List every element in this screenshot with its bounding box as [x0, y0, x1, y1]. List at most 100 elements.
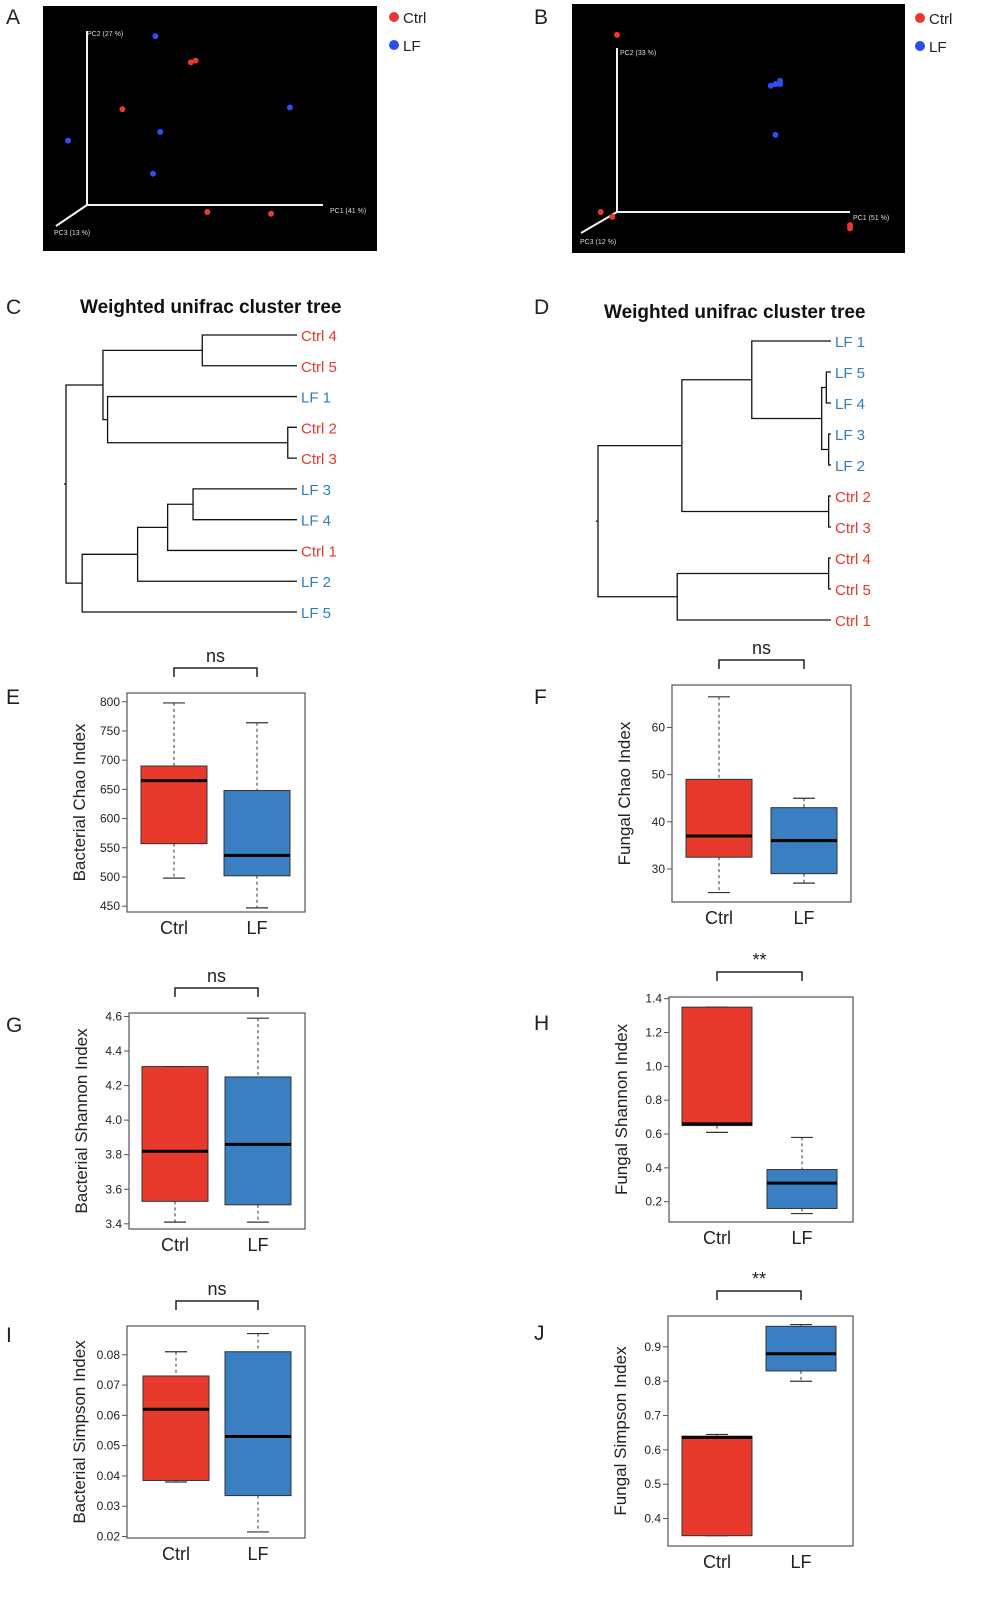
significance-bracket: [716, 971, 803, 981]
box-ctrl: Ctrl: [142, 1351, 210, 1564]
panel-letter-e: E: [6, 686, 20, 709]
significance-bracket: [718, 659, 805, 669]
boxplot-panel-g: ns 3.4 3.6 3.8 4.0 4.2 4.4 4.6 Bacterial Shannon…: [72, 966, 306, 1255]
x-category-label: LF: [247, 1235, 268, 1255]
pcoa-point-ctrl: [614, 31, 620, 38]
y-axis-label: Bacterial Chao Index: [70, 723, 89, 881]
pcoa-point-lf: [772, 131, 779, 138]
y-tick-label: 0.9: [644, 1340, 661, 1354]
y-tick-label: 750: [100, 724, 120, 738]
panel-letter-i: I: [6, 1324, 12, 1347]
significance-bracket: [716, 1290, 802, 1300]
pcoa-point-ctrl: [597, 209, 604, 215]
significance-label: ns: [206, 646, 225, 666]
boxplot-panel-j: ** 0.4 0.5 0.6 0.7 0.8 0.9 Fungal Simpson Index…: [611, 1269, 854, 1572]
plot-frame: [126, 1325, 306, 1539]
boxplot-panel-f: ns 30 40 50 60 Fungal Chao Index Ctrl LF: [615, 638, 852, 928]
y-tick-label: 500: [100, 870, 120, 884]
pcoa-point-lf: [150, 170, 157, 177]
dendrogram-leaf-label: LF 5: [835, 365, 865, 382]
pcoa-point-lf: [772, 81, 779, 88]
dendrogram-leaf-label: Ctrl 1: [301, 543, 337, 560]
y-axis-label: Bacterial Simpson Index: [70, 1340, 89, 1524]
pcoa-point-ctrl: [119, 106, 126, 113]
pcoa-point-lf: [286, 104, 293, 111]
x-category-label: LF: [247, 1544, 268, 1564]
pcoa-background: [43, 6, 377, 251]
legend-ctrl-marker: [389, 12, 399, 22]
legend-ctrl-label: Ctrl: [929, 11, 952, 28]
y-tick-label: 4.0: [105, 1113, 122, 1127]
pc2-label: PC2 (33 %): [620, 50, 656, 57]
significance-bracket: [174, 987, 259, 997]
y-tick-label: 60: [652, 720, 666, 734]
significance-label: ns: [207, 966, 226, 986]
y-tick-label: 30: [652, 862, 666, 876]
dendrogram-leaf-label: Ctrl 4: [835, 551, 871, 568]
significance-bracket: [173, 667, 258, 677]
iqr-box: [681, 1435, 753, 1537]
dendrogram-branch: [751, 340, 831, 420]
legend-ctrl-marker: [915, 13, 925, 23]
iqr-box: [140, 765, 208, 845]
legend-ctrl-label: Ctrl: [403, 10, 426, 27]
plot-frame: [671, 684, 852, 903]
pcoa-point-ctrl: [609, 213, 616, 220]
y-tick-label: 0.4: [645, 1161, 662, 1175]
x-category-label: LF: [790, 1552, 811, 1572]
box-lf: LF: [765, 1323, 837, 1572]
y-axis-label: Bacterial Shannon Index: [72, 1028, 91, 1214]
box-ctrl: Ctrl: [685, 696, 753, 928]
x-category-label: Ctrl: [705, 908, 733, 928]
box-ctrl: Ctrl: [140, 702, 208, 938]
dendrogram-leaf-label: LF 3: [835, 427, 865, 444]
x-category-label: Ctrl: [703, 1552, 731, 1572]
box-lf: LF: [223, 722, 291, 938]
pc1-label: PC1 (51 %): [853, 215, 889, 222]
iqr-box: [681, 1006, 753, 1127]
dendrogram-leaf-label: LF 1: [835, 334, 865, 351]
pcoa-point-ctrl: [187, 59, 194, 66]
y-tick-label: 0.7: [644, 1409, 661, 1423]
dendrogram-leaf-label: Ctrl 3: [835, 520, 871, 537]
y-tick-label: 450: [100, 899, 120, 913]
dendrogram-leaf-label: LF 3: [301, 482, 331, 499]
dendrogram-panel-d: Weighted unifrac cluster tree LF 1 LF 5 LF …: [596, 302, 871, 630]
dendrogram-leaf-label: Ctrl 3: [301, 451, 337, 468]
x-category-label: LF: [791, 1228, 812, 1248]
panel-letter-g: G: [6, 1014, 22, 1037]
dendrogram-leaf-label: LF 1: [301, 390, 331, 407]
pc3-label: PC3 (13 %): [54, 230, 90, 237]
legend-lf-marker: [389, 40, 399, 50]
y-tick-label: 1.2: [645, 1026, 662, 1040]
y-tick-label: 700: [100, 753, 120, 767]
iqr-box: [224, 1351, 292, 1497]
y-tick-label: 0.2: [645, 1195, 662, 1209]
y-tick-label: 650: [100, 782, 120, 796]
dendrogram-branch: [81, 553, 297, 613]
y-tick-label: 40: [652, 815, 666, 829]
panel-letter-h: H: [534, 1012, 549, 1035]
x-category-label: Ctrl: [160, 918, 188, 938]
y-tick-label: 600: [100, 812, 120, 826]
y-tick-label: 1.0: [645, 1059, 662, 1073]
pcoa-point-ctrl: [192, 57, 199, 64]
panel-letter-f: F: [534, 686, 547, 709]
y-tick-label: 4.4: [105, 1044, 122, 1058]
y-tick-label: 0.08: [97, 1348, 121, 1362]
dendrogram-branch: [201, 334, 297, 367]
iqr-box: [685, 778, 753, 858]
legend-lf-label: LF: [403, 38, 421, 55]
pcoa-legend: Ctrl LF: [389, 10, 426, 55]
box-ctrl: Ctrl: [681, 1006, 753, 1248]
dendrogram-branch: [681, 379, 829, 513]
box-ctrl: Ctrl: [681, 1433, 753, 1572]
y-axis-label: Fungal Shannon Index: [612, 1023, 631, 1195]
dendrogram-branch: [65, 384, 103, 584]
y-tick-label: 0.03: [97, 1499, 121, 1513]
dendrogram-branch: [821, 386, 829, 451]
iqr-box: [142, 1375, 210, 1481]
pcoa-point-ctrl: [204, 208, 211, 215]
y-tick-label: 3.6: [105, 1182, 122, 1196]
pc2-label: PC2 (27 %): [87, 31, 123, 38]
